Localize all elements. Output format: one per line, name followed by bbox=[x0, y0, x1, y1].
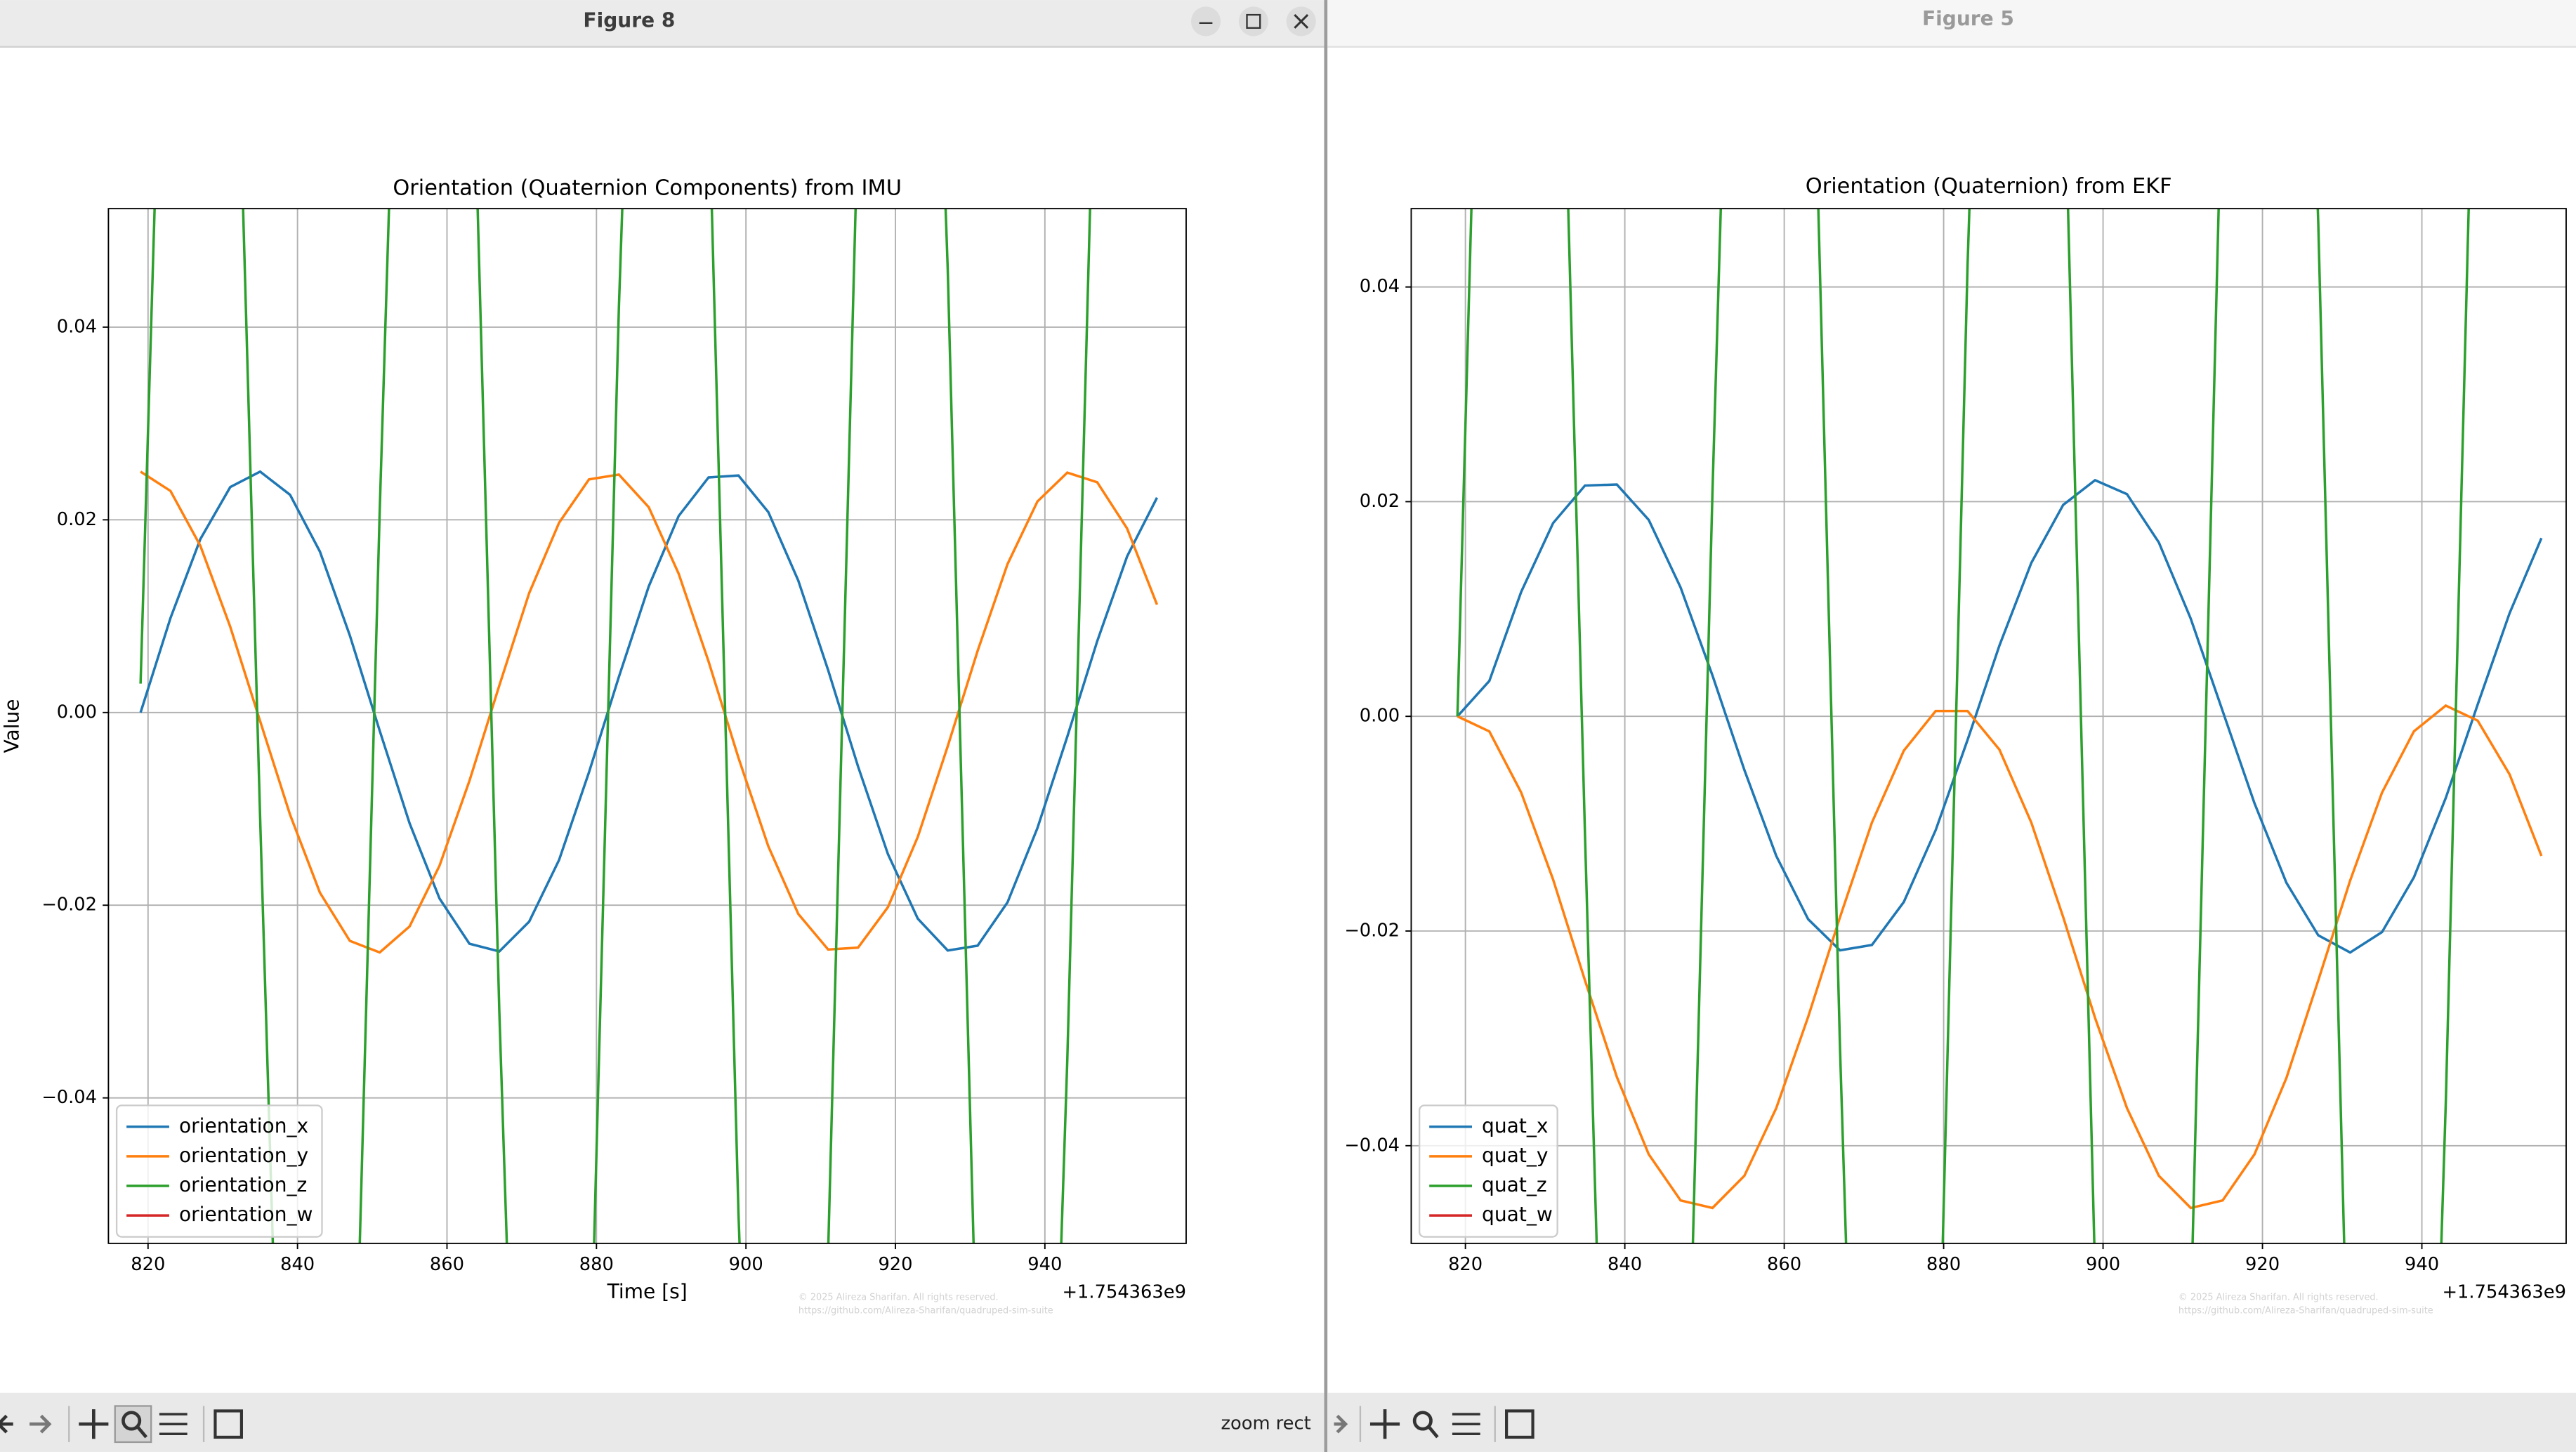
pan-button[interactable] bbox=[79, 1409, 109, 1439]
line-series bbox=[139, 470, 1159, 953]
x-tick-label: 860 bbox=[430, 1254, 464, 1275]
axes-frame bbox=[1410, 208, 2567, 1244]
save-button[interactable] bbox=[1505, 1409, 1535, 1439]
configure-button[interactable] bbox=[1452, 1413, 1480, 1435]
x-offset-label: +1.754363e9 bbox=[2443, 1282, 2566, 1303]
legend-label: quat_w bbox=[1482, 1203, 1553, 1226]
x-tick-label: 820 bbox=[1448, 1254, 1483, 1275]
y-tick-label: 0.04 bbox=[57, 316, 97, 337]
forward-button[interactable] bbox=[1334, 1414, 1348, 1434]
toolbar-icons bbox=[0, 1405, 1535, 1444]
window-buttons bbox=[1190, 6, 1316, 37]
x-tick-label: 880 bbox=[579, 1254, 614, 1275]
pan-button[interactable] bbox=[1369, 1409, 1400, 1439]
close-icon bbox=[1294, 14, 1309, 29]
plot-area bbox=[108, 209, 1186, 1243]
y-tick-label: 0.00 bbox=[1360, 706, 1400, 727]
legend-label: quat_y bbox=[1482, 1144, 1548, 1167]
line-series bbox=[1457, 704, 2543, 1210]
window-title: Figure 5 bbox=[1922, 7, 2014, 30]
plot-area bbox=[1411, 209, 2566, 1243]
toolbar bbox=[1327, 1392, 2576, 1452]
line-series bbox=[1456, 478, 2543, 954]
minimize-button[interactable] bbox=[1190, 6, 1221, 37]
legend-label: orientation_z bbox=[179, 1173, 307, 1196]
title-bar bbox=[1327, 0, 2576, 46]
x-tick-label: 840 bbox=[280, 1254, 315, 1275]
legend-label: orientation_y bbox=[179, 1144, 308, 1167]
y-tick-label: −0.02 bbox=[1344, 920, 1400, 941]
watermark: © 2025 Alireza Sharifan. All rights rese… bbox=[2179, 1293, 2379, 1303]
y-tick-label: 0.02 bbox=[1360, 491, 1400, 512]
x-tick-label: 860 bbox=[1767, 1254, 1801, 1275]
y-tick-label: 0.04 bbox=[1360, 276, 1400, 297]
x-tick-label: 920 bbox=[2245, 1254, 2280, 1275]
forward-button[interactable] bbox=[29, 1414, 52, 1434]
zoom-icon-handle bbox=[1428, 1426, 1439, 1439]
chart-title: Orientation (Quaternion Components) from… bbox=[393, 176, 902, 201]
x-axis-label: Time [s] bbox=[607, 1280, 688, 1303]
x-tick-label: 900 bbox=[2086, 1254, 2120, 1275]
window-divider bbox=[1324, 0, 1328, 1452]
x-tick-label: 940 bbox=[2405, 1254, 2439, 1275]
save-button[interactable] bbox=[213, 1409, 243, 1439]
x-tick-label: 940 bbox=[1027, 1254, 1062, 1275]
watermark: https://github.com/Alireza-Sharifan/quad… bbox=[2179, 1305, 2433, 1316]
maximize-button[interactable] bbox=[1238, 6, 1268, 37]
configure-button[interactable] bbox=[159, 1413, 188, 1435]
x-tick-label: 820 bbox=[131, 1254, 165, 1275]
legend-label: orientation_w bbox=[179, 1203, 313, 1226]
legend-label: quat_x bbox=[1482, 1114, 1548, 1137]
x-tick-label: 840 bbox=[1608, 1254, 1642, 1275]
y-tick-label: −0.02 bbox=[41, 895, 97, 916]
toolbar bbox=[0, 1392, 1325, 1452]
y-tick-label: 0.02 bbox=[57, 509, 97, 530]
title-bar bbox=[0, 0, 1325, 46]
legend-label: orientation_x bbox=[179, 1114, 308, 1137]
chart-title: Orientation (Quaternion) from EKF bbox=[1806, 174, 2172, 199]
y-tick-label: −0.04 bbox=[1344, 1135, 1400, 1156]
y-axis-label: Value bbox=[1, 699, 24, 753]
y-tick-label: 0.00 bbox=[57, 701, 97, 722]
window-title: Figure 8 bbox=[583, 8, 675, 32]
back-button[interactable] bbox=[0, 1414, 13, 1434]
legend-box bbox=[1418, 1104, 1558, 1238]
maximize-icon bbox=[1246, 13, 1261, 29]
zoom-icon bbox=[121, 1411, 142, 1431]
x-tick-label: 880 bbox=[1926, 1254, 1961, 1275]
zoom-icon-handle bbox=[136, 1426, 147, 1439]
watermark: © 2025 Alireza Sharifan. All rights rese… bbox=[799, 1293, 999, 1303]
zoom-button[interactable] bbox=[1412, 1411, 1433, 1431]
x-offset-label: +1.754363e9 bbox=[1063, 1282, 1186, 1303]
axes-frame bbox=[107, 208, 1187, 1244]
toolbar-status: zoom rect bbox=[1221, 1413, 1310, 1434]
watermark: https://github.com/Alireza-Sharifan/quad… bbox=[799, 1305, 1053, 1316]
legend-box bbox=[115, 1104, 323, 1238]
y-tick-label: −0.04 bbox=[41, 1087, 97, 1108]
x-tick-label: 900 bbox=[729, 1254, 763, 1275]
line-series bbox=[140, 470, 1159, 954]
legend-label: quat_z bbox=[1482, 1173, 1547, 1196]
x-tick-label: 920 bbox=[878, 1254, 912, 1275]
